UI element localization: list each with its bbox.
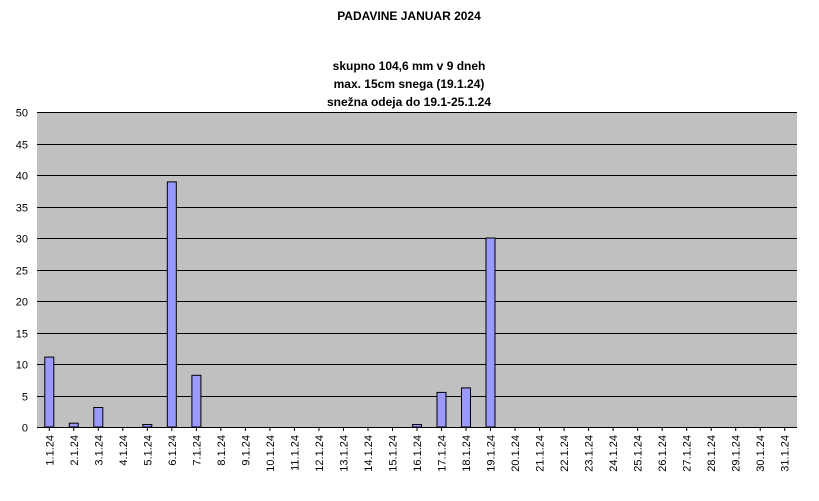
bars [44,181,496,428]
x-tick-label: 3.1.24 [93,435,105,466]
x-tick-label: 18.1.24 [461,435,473,472]
bar-16.1.24 [412,424,422,428]
y-tick-label: 40 [16,171,28,183]
x-tick-label: 9.1.24 [240,435,252,466]
x-tick-label: 21.1.24 [535,435,547,472]
title-line: max. 15cm snega (19.1.24) [334,77,485,91]
x-tick-label: 12.1.24 [314,435,326,472]
x-tick-label: 15.1.24 [387,435,399,472]
title-line: snežna odeja do 19.1-25.1.24 [327,95,491,109]
y-tick-label: 30 [16,234,28,246]
x-tick-label: 4.1.24 [118,435,130,466]
x-tick-label: 7.1.24 [191,435,203,466]
x-axis-ticks: 1.1.24 2.1.24 3.1.24 4.1.24 5.1.24 6.1.24 7.1.… [44,427,792,472]
bar-2.1.24 [68,422,79,428]
plot-area [37,112,797,427]
x-tick-label: 20.1.24 [510,435,522,472]
x-tick-label: 16.1.24 [412,435,424,472]
x-tick-label: 6.1.24 [167,435,179,466]
y-tick-label: 0 [22,423,28,435]
x-tick-label: 11.1.24 [289,435,301,471]
x-tick-label: 28.1.24 [706,435,718,472]
bar-1.1.24 [44,356,55,428]
y-tick-label: 10 [16,360,28,372]
y-axis-ticks: 0 5 10 15 20 25 30 35 40 45 50 [16,108,28,435]
y-tick-label: 25 [16,266,28,278]
title-line: PADAVINE JANUAR 2024 [337,9,481,23]
x-tick-label: 2.1.24 [69,435,81,466]
y-tick-label: 20 [16,297,28,309]
x-tick-label: 24.1.24 [608,435,620,472]
x-tick-label: 22.1.24 [559,435,571,472]
title-line: skupno 104,6 mm v 9 dneh [333,59,486,73]
x-tick-label: 10.1.24 [265,435,277,472]
x-tick-label: 13.1.24 [338,435,350,472]
x-tick-label: 26.1.24 [657,435,669,472]
x-tick-label: 5.1.24 [142,435,154,466]
bar-7.1.24 [191,374,202,428]
bar-5.1.24 [142,424,153,428]
bar-3.1.24 [93,407,104,428]
x-tick-label: 31.1.24 [780,435,792,472]
x-tick-label: 25.1.24 [633,435,645,472]
gridlines [37,112,797,397]
y-tick-label: 45 [16,140,28,152]
x-tick-label: 27.1.24 [682,435,694,472]
y-tick-label: 50 [16,108,28,120]
x-tick-label: 30.1.24 [755,435,767,472]
bar-18.1.24 [461,387,471,428]
y-tick-label: 15 [16,329,28,341]
chart-title: PADAVINE JANUAR 2024 skupno 104,6 mm v 9 … [327,9,491,109]
bar-6.1.24 [166,181,177,428]
bar-19.1.24 [485,237,496,428]
x-tick-label: 14.1.24 [363,435,375,472]
y-tick-label: 5 [22,392,28,404]
x-tick-label: 8.1.24 [216,435,228,466]
x-tick-label: 1.1.24 [44,435,56,466]
bar-17.1.24 [436,391,447,428]
x-tick-label: 23.1.24 [584,435,596,472]
x-tick-label: 17.1.24 [437,435,449,472]
x-tick-label: 29.1.24 [731,435,743,472]
y-tick-label: 35 [16,203,28,215]
x-tick-label: 19.1.24 [486,435,498,472]
